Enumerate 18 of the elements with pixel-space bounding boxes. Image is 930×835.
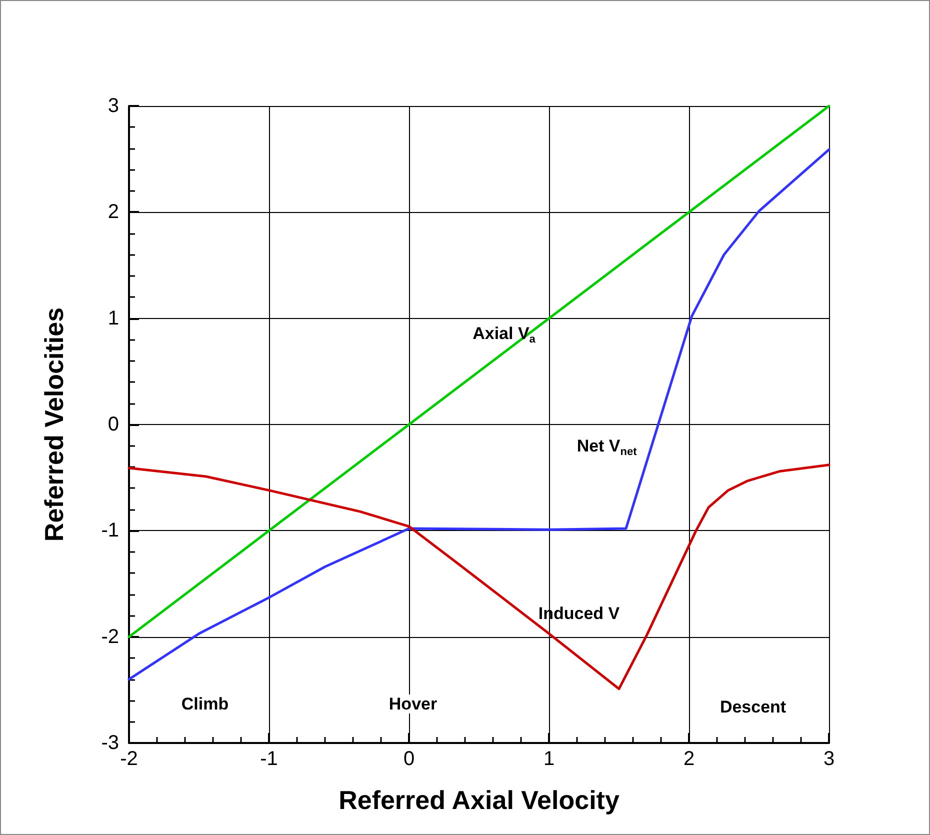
y-tick-label: 2 [108, 201, 119, 224]
x-tick-label: 2 [683, 748, 695, 770]
line-series [128, 464, 830, 690]
annotation: Descent [720, 698, 786, 716]
y-tick-label: -3 [101, 732, 119, 754]
x-tick-label: 3 [823, 748, 835, 770]
y-tick-label: -2 [101, 626, 119, 648]
y-tick-label: 3 [108, 95, 119, 117]
x-tick-label: -1 [260, 748, 278, 770]
annotation: Hover [388, 694, 438, 714]
annotation: Climb [181, 694, 229, 714]
x-tick-label: 1 [543, 748, 555, 770]
y-tick-label: -1 [101, 520, 119, 542]
y-tick-label: 0 [108, 414, 119, 436]
y-axis-title: Referred Velocities [39, 307, 69, 542]
y-tick-label: 1 [108, 307, 119, 330]
x-axis-title: Referred Axial Velocity [338, 785, 620, 815]
x-tick-label: 0 [403, 748, 415, 770]
